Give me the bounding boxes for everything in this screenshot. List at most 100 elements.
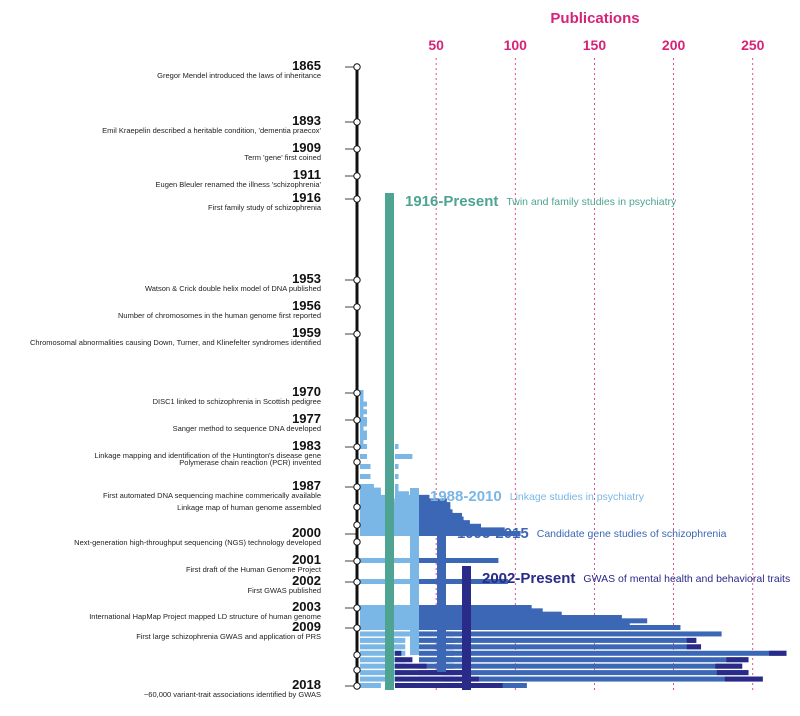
era-bar-gwas	[462, 566, 471, 690]
event-label: Eugen Bleuler renamed the illness 'schiz…	[156, 180, 322, 189]
bar-gwas-2013	[443, 650, 787, 656]
timeline-marker	[353, 458, 361, 466]
bar-twin-1983	[360, 444, 367, 449]
bar-gwas-1994	[443, 509, 453, 515]
bar-candidate-1990	[419, 494, 430, 500]
bar-gwas-2009	[443, 625, 681, 630]
bar-gwas-end-2016	[716, 670, 749, 676]
bar-gwas-2004	[443, 608, 543, 614]
bar-twin-1988	[360, 487, 381, 493]
x-tick-label: 200	[662, 37, 686, 53]
era-desc-candidate: Candidate gene studies of schizophrenia	[537, 528, 727, 540]
bar-gwas-2000	[443, 531, 521, 536]
bar-gwas_tail-2015	[395, 663, 427, 669]
timeline-marker	[353, 118, 361, 126]
event-label: Polymerase chain reaction (PCR) invented	[179, 458, 321, 467]
event-label: International HapMap Project mapped LD s…	[89, 612, 321, 621]
timeline-marker	[353, 503, 361, 511]
bar-twin-1970	[360, 390, 364, 395]
timeline-marker	[353, 63, 361, 71]
era-desc-gwas: GWAS of mental health and behavioral tra…	[583, 573, 790, 585]
bar-gwas-2006	[443, 615, 622, 620]
bar-linkage-1988	[395, 487, 399, 493]
timeline-marker	[353, 538, 361, 546]
timeline-marker	[353, 483, 361, 491]
bar-gwas-2005	[443, 611, 562, 617]
bar-twin-1984	[360, 454, 367, 459]
era-bar-twin	[385, 193, 394, 690]
bar-gwas-2014	[443, 657, 749, 663]
event-label: Linkage mapping and identification of th…	[94, 451, 321, 460]
bar-gwas-end-2017	[724, 676, 763, 682]
bar-gwas-end-2014	[726, 657, 749, 663]
bar-linkage-1984	[395, 454, 413, 459]
bar-twin-2005	[360, 611, 406, 617]
bar-candidate-2009	[419, 625, 454, 630]
year-label: 1916	[292, 190, 321, 205]
bar-gwas_tail-2016	[395, 670, 467, 676]
bar-candidate-1992	[419, 502, 451, 508]
event-label: First large schizophrenia GWAS and appli…	[136, 632, 321, 641]
era-title-twin: 1916-Present	[405, 193, 498, 210]
timeline-marker	[353, 330, 361, 338]
bar-candidate-2002	[419, 579, 454, 584]
bar-candidate-2007	[419, 618, 454, 624]
year-label: 1983	[292, 438, 321, 453]
timeline-marker	[353, 276, 361, 284]
bar-twin-1993	[360, 505, 402, 511]
x-tick-label: 150	[583, 37, 607, 53]
bar-twin-1976	[360, 413, 364, 419]
timeline-marker	[353, 682, 361, 690]
event-label: First GWAS published	[248, 586, 322, 595]
era-bar-candidate	[437, 524, 446, 672]
bar-candidate-2014	[419, 657, 454, 663]
bar-twin-1971	[360, 393, 364, 399]
timeline-marker	[353, 195, 361, 203]
bar-candidate-2000	[419, 531, 454, 536]
bar-candidate-2013	[419, 650, 454, 656]
bar-gwas-2016	[443, 670, 749, 676]
x-tick-label: 100	[504, 37, 528, 53]
year-label: 1865	[292, 58, 321, 73]
timeline-marker	[353, 521, 361, 529]
bar-linkage-1983	[395, 444, 399, 449]
x-tick-label: 50	[428, 37, 444, 53]
timeline-marker	[353, 604, 361, 612]
bar-candidate-1999	[419, 527, 454, 533]
bar-twin-2011	[360, 637, 406, 643]
timeline-marker	[353, 651, 361, 659]
timeline-marker	[353, 172, 361, 180]
event-label: Term 'gene' first coined	[244, 153, 321, 162]
bar-candidate-2008	[419, 621, 454, 627]
bar-twin-1972	[360, 397, 364, 403]
bar-gwas-2007	[443, 618, 648, 624]
bar-twin-1995	[360, 512, 406, 518]
bar-twin-2000	[360, 531, 406, 536]
bar-gwas_tail-2017	[395, 676, 479, 682]
year-label: 2009	[292, 619, 321, 634]
bar-twin-2012	[360, 644, 406, 650]
bar-linkage-1985	[395, 464, 399, 469]
event-label: Chromosomal abnormalities causing Down, …	[30, 338, 321, 347]
year-label: 1977	[292, 411, 321, 426]
x-axis-title: Publications	[550, 10, 639, 27]
timeline-marker	[353, 145, 361, 153]
bar-twin-1997	[360, 520, 406, 526]
bar-gwas-1997	[443, 520, 470, 526]
timeline-marker	[353, 389, 361, 397]
bar-gwas_tail-2013	[395, 650, 402, 656]
event-label: Emil Kraepelin described a heritable con…	[102, 126, 321, 135]
bar-twin-2009	[360, 625, 406, 630]
bar-gwas-1996	[443, 516, 464, 522]
year-label: 1911	[293, 167, 321, 182]
bar-twin-2006	[360, 615, 406, 620]
year-label: 2000	[292, 525, 321, 540]
era-title-gwas: 2002-Present	[482, 570, 575, 587]
era-bar-linkage	[410, 488, 419, 655]
bar-gwas-1999	[443, 527, 505, 533]
bar-twin-1994	[360, 509, 402, 515]
event-label: Sanger method to sequence DNA developed	[173, 424, 321, 433]
timeline-marker	[353, 416, 361, 424]
bar-candidate-1994	[419, 509, 447, 515]
